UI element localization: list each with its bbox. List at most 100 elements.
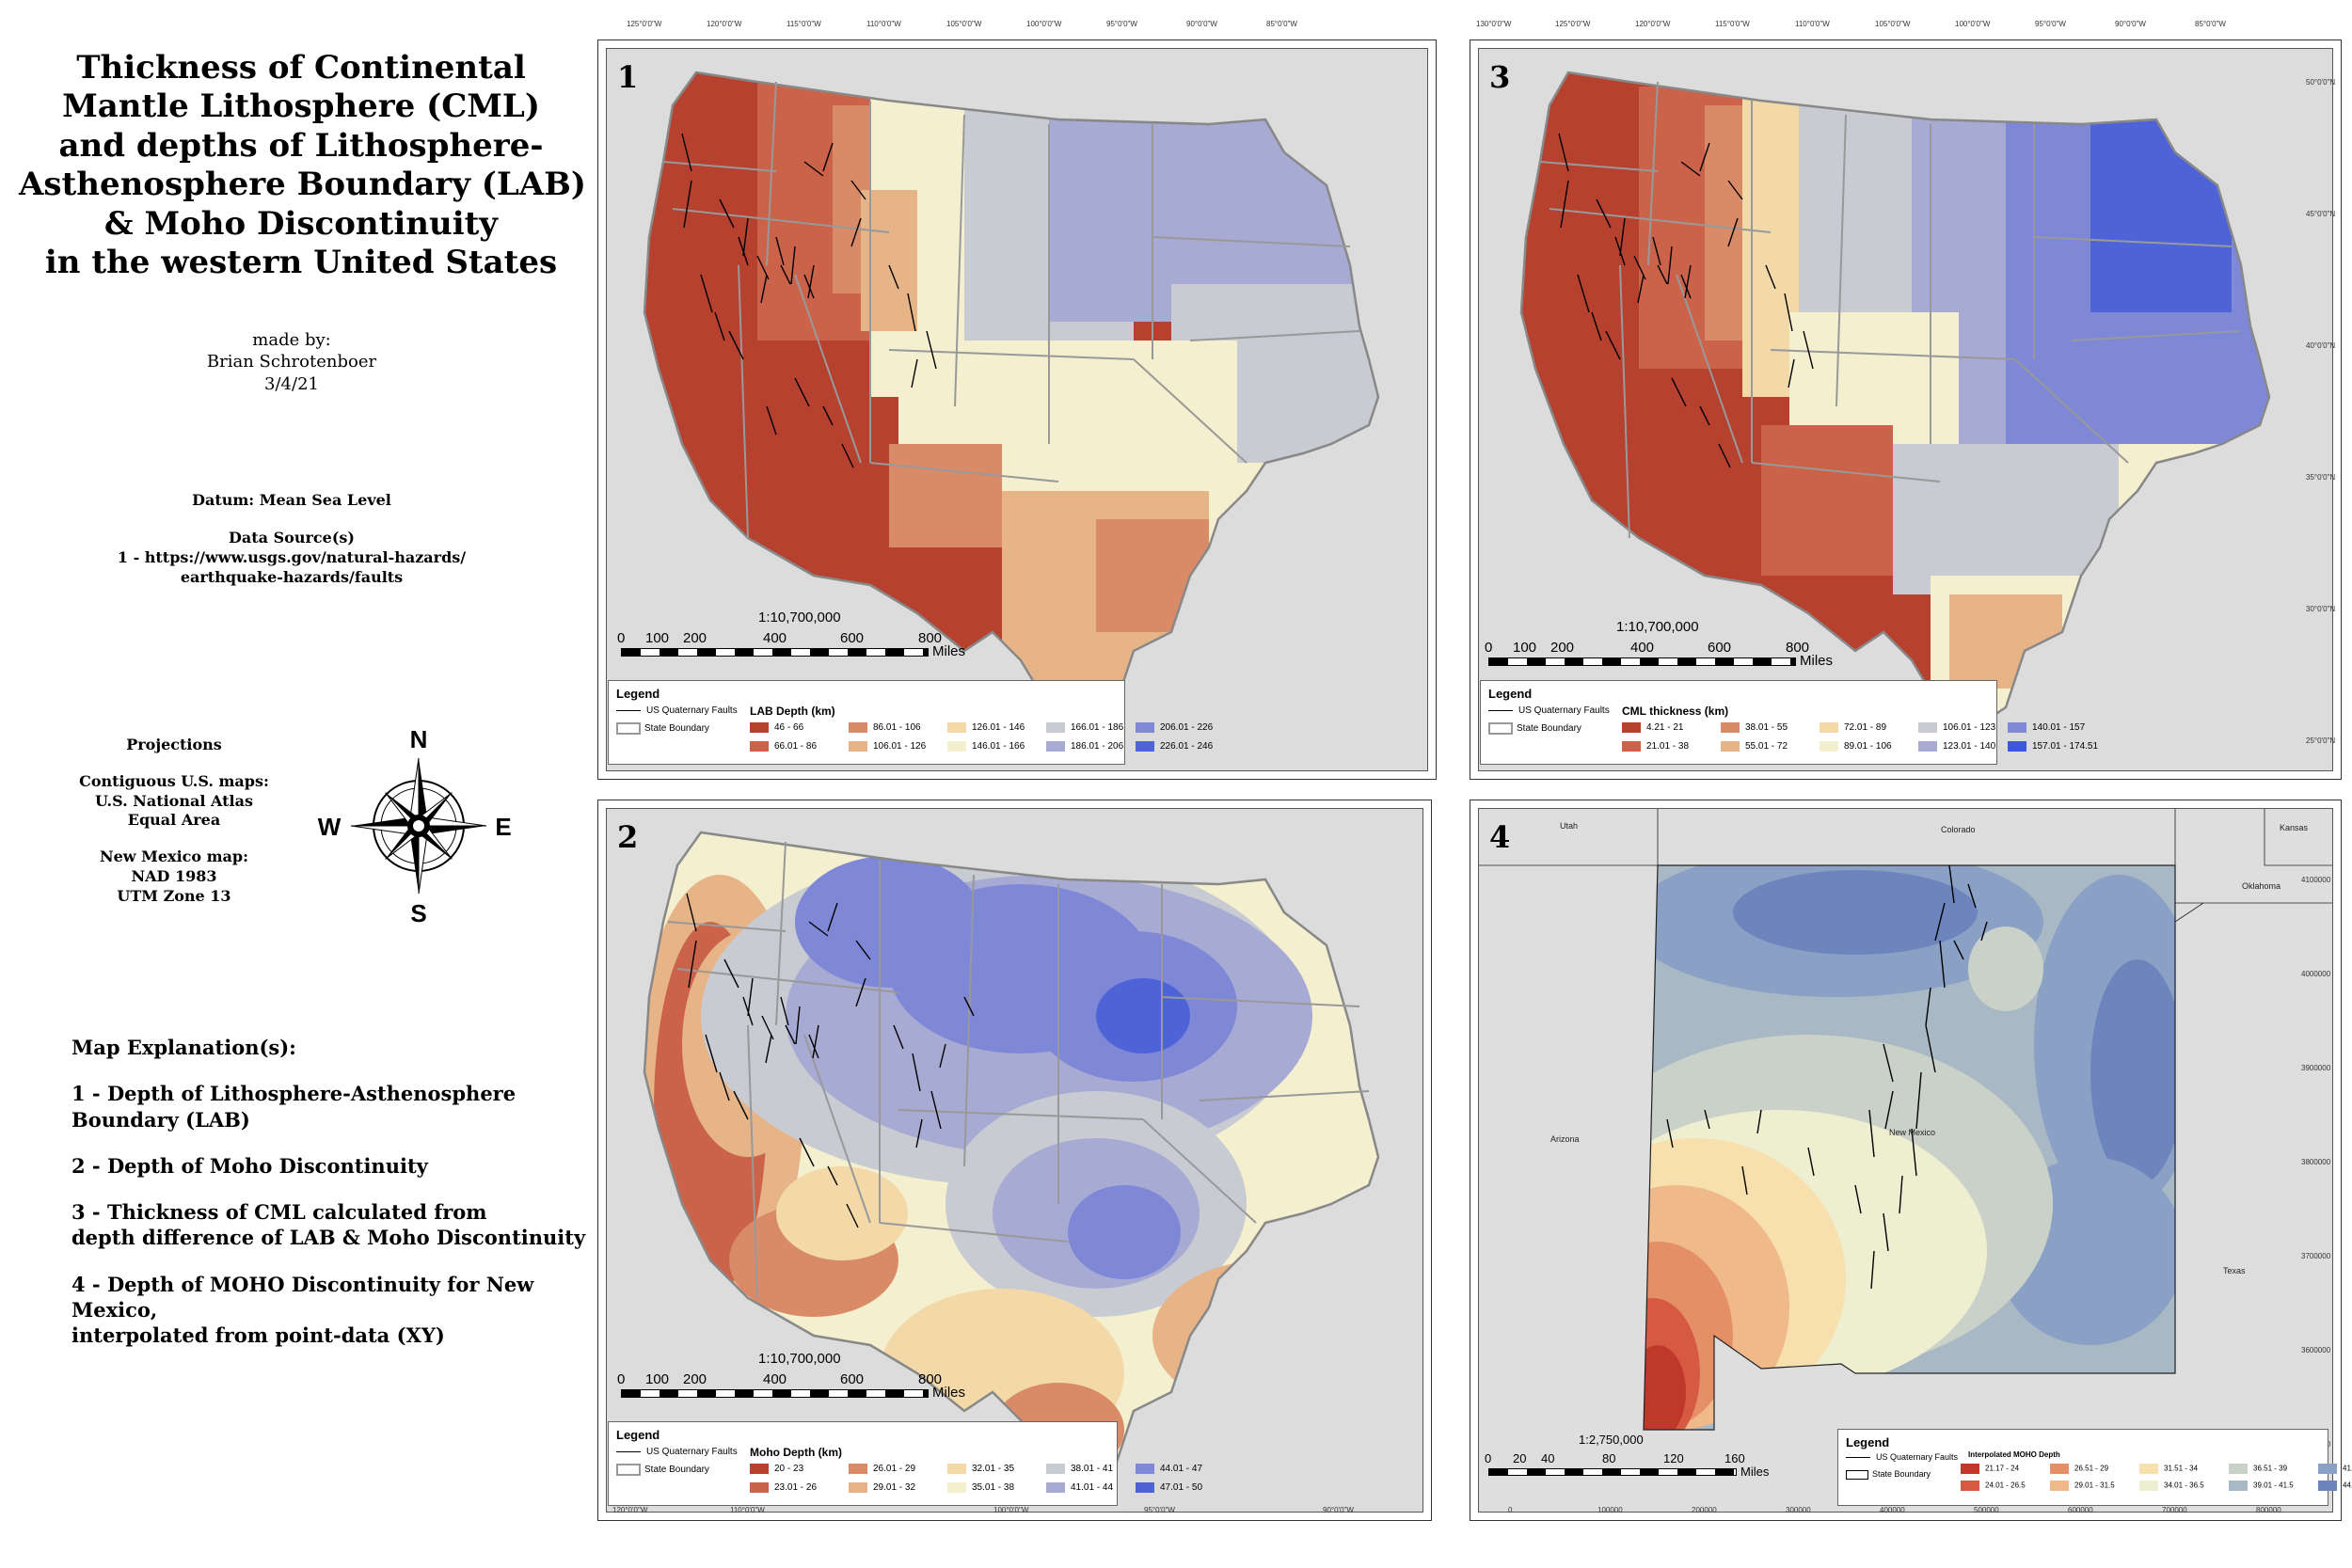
northing-label: 3800000 — [2301, 1158, 2331, 1166]
scale-bar: 1:2,750,000 0 20 40 80 120 160 Miles — [1485, 1433, 1804, 1506]
state-label-texas: Texas — [2223, 1266, 2246, 1275]
legend-class: 140.01 - 157 — [2008, 722, 2085, 733]
latitude-label: 35°0'0"N — [2306, 473, 2336, 482]
legend-swatch — [849, 722, 867, 733]
legend-class-label: 47.01 - 50 — [1160, 1482, 1203, 1494]
legend-lab-depth: Legend US Quaternary Faults State Bounda… — [608, 680, 1213, 765]
legend-class: 106.01 - 126 — [849, 741, 926, 752]
legend-faults: US Quaternary Faults — [616, 1447, 738, 1457]
legend-faults: US Quaternary Faults — [1488, 705, 1610, 716]
legend-class-label: 38.01 - 55 — [1745, 722, 1788, 734]
longitude-label: 100°0'0"W — [1026, 20, 1062, 28]
data-source-url: 1 - https://www.usgs.gov/natural-hazards… — [117, 547, 467, 566]
longitude-label: 105°0'0"W — [1875, 20, 1911, 28]
legend-class-label: 106.01 - 123 — [1943, 722, 1996, 734]
easting-label: 600000 — [2068, 1506, 2093, 1514]
datum-note: Datum: Mean Sea Level — [192, 491, 391, 509]
legend-class: 26.01 - 29 — [849, 1464, 915, 1474]
longitude-label: 110°0'0"W — [1795, 20, 1830, 28]
legend-class: 29.01 - 32 — [849, 1482, 915, 1493]
legend-swatch — [849, 1482, 867, 1493]
scale-tick: 120 — [1663, 1451, 1684, 1465]
legend-class: 55.01 - 72 — [1721, 741, 1788, 752]
legend-class: 47.01 - 50 — [1136, 1482, 1202, 1493]
map-frame — [1478, 808, 2333, 1513]
explanation-3: 3 - Thickness of CML calculated from — [72, 1200, 487, 1225]
legend-class: 186.01 - 206 — [1046, 741, 1123, 752]
longitude-label: 115°0'0"W — [787, 20, 821, 28]
legend-swatch — [1961, 1481, 1979, 1491]
compass-e: E — [495, 813, 511, 841]
easting-label: 200000 — [1692, 1506, 1717, 1514]
legend-class-label: 35.01 - 38 — [972, 1482, 1015, 1494]
longitude-label: 95°0'0"W — [1106, 20, 1137, 28]
scale-tick: 200 — [683, 630, 707, 646]
northing-label: 3700000 — [2301, 1252, 2331, 1260]
legend-state-boundary: State Boundary — [616, 722, 709, 735]
scale-ratio: 1:10,700,000 — [758, 610, 841, 626]
compass-n: N — [410, 725, 428, 753]
longitude-label: 95°0'0"W — [1144, 1506, 1175, 1514]
scale-tick: 0 — [617, 630, 626, 646]
scale-tick: 800 — [918, 1371, 943, 1387]
state-boundary-icon — [1846, 1469, 1868, 1480]
title-line: in the western United States — [44, 244, 558, 282]
map-frame — [1478, 48, 2333, 771]
legend-class: 36.51 - 39 — [2229, 1464, 2287, 1474]
explanation-2: 2 - Depth of Moho Discontinuity — [72, 1153, 428, 1178]
title-line: and depths of Lithosphere- — [58, 126, 544, 165]
northing-label: 4000000 — [2301, 970, 2331, 978]
legend-class: 39.01 - 41.5 — [2229, 1481, 2294, 1491]
scale-unit: Miles — [932, 1385, 966, 1401]
projections-label: Projections — [126, 736, 222, 753]
legend-swatch — [2318, 1481, 2337, 1491]
legend-class-label: 186.01 - 206 — [1071, 741, 1124, 752]
legend-class-label: 106.01 - 126 — [873, 741, 927, 752]
legend-class-label: 26.51 - 29 — [2074, 1464, 2109, 1473]
scale-unit: Miles — [1740, 1465, 1770, 1479]
easting-label: 800000 — [2256, 1506, 2281, 1514]
map-number: 3 — [1489, 59, 1511, 95]
legend-class-label: 32.01 - 35 — [972, 1464, 1015, 1475]
legend-class-label: 34.01 - 36.5 — [2164, 1481, 2204, 1490]
legend-class: 44.01 - 47 — [1136, 1464, 1202, 1474]
legend-swatch — [750, 1464, 769, 1474]
legend-heading: LAB Depth (km) — [750, 705, 835, 718]
latitude-label: 45°0'0"N — [2306, 210, 2336, 218]
longitude-label: 125°0'0"W — [1555, 20, 1591, 28]
title-line: Asthenosphere Boundary (LAB) — [19, 166, 586, 204]
legend-class-label: 89.01 - 106 — [1844, 741, 1892, 752]
conus-label: Contiguous U.S. maps: — [79, 771, 269, 790]
legend-swatch — [1622, 722, 1641, 733]
north-arrow-compass-icon: N S E W — [318, 725, 512, 927]
legend-class-label: 66.01 - 86 — [774, 741, 818, 752]
scale-tick: 600 — [1708, 640, 1732, 656]
legend-class-label: 157.01 - 174.51 — [2032, 741, 2099, 752]
legend-swatch — [1918, 722, 1937, 733]
legend-faults: US Quaternary Faults — [616, 705, 738, 716]
legend-class: 35.01 - 38 — [947, 1482, 1014, 1493]
longitude-label: 90°0'0"W — [1186, 20, 1217, 28]
legend-swatch — [2008, 741, 2026, 752]
title-line: Mantle Lithosphere (CML) — [62, 87, 540, 126]
legend-class: 166.01 - 186 — [1046, 722, 1123, 733]
legend-class-label: 140.01 - 157 — [2032, 722, 2086, 734]
legend-class-label: 41.51 - 44 — [2343, 1464, 2352, 1473]
legend-faults: US Quaternary Faults — [1846, 1452, 1958, 1462]
legend-swatch — [2050, 1464, 2069, 1474]
legend-class: 34.01 - 36.5 — [2139, 1481, 2204, 1491]
legend-title: Legend — [616, 1428, 660, 1442]
legend-swatch — [1136, 741, 1154, 752]
legend-swatch — [750, 722, 769, 733]
scale-tick: 160 — [1724, 1451, 1745, 1465]
legend-class-label: 44.01 - 46.68 — [2343, 1481, 2352, 1490]
legend-interpolated-moho: Legend US Quaternary Faults State Bounda… — [1837, 1429, 2352, 1506]
legend-class-label: 123.01 - 140 — [1943, 741, 1996, 752]
legend-swatch — [1046, 741, 1065, 752]
state-boundary-icon — [616, 1464, 641, 1476]
legend-state-boundary: State Boundary — [616, 1464, 709, 1476]
longitude-label: 110°0'0"W — [866, 20, 901, 28]
legend-class: 41.51 - 44 — [2318, 1464, 2352, 1474]
map-number: 2 — [617, 819, 639, 855]
scale-tick: 0 — [1485, 1451, 1492, 1465]
